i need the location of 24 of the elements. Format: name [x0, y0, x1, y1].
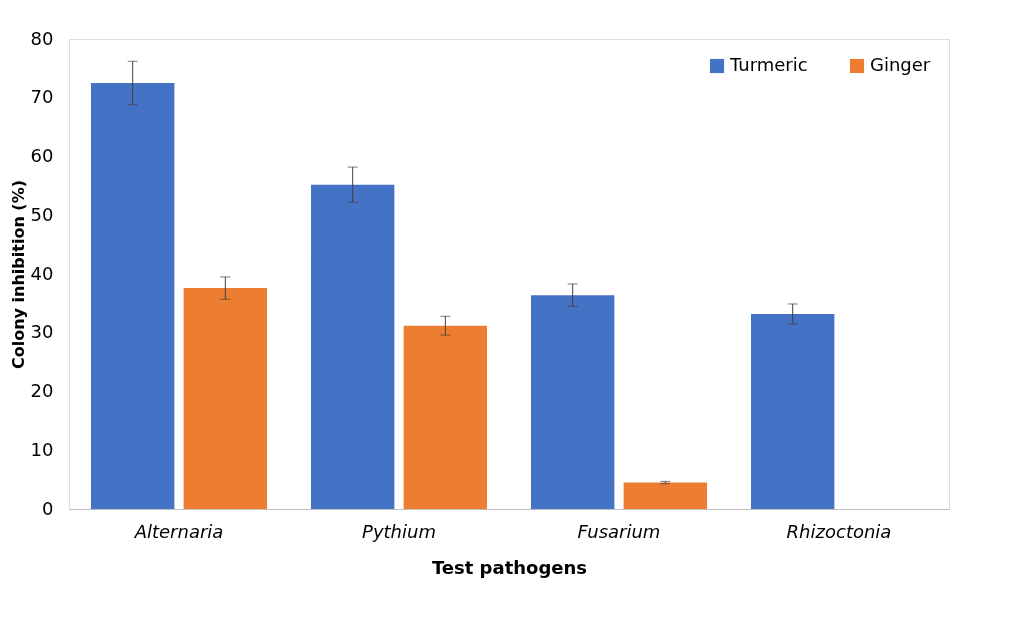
bar [183, 288, 267, 509]
bar [623, 482, 707, 509]
x-tick-label: Rhizoctonia [786, 520, 892, 542]
y-tick-label: 30 [30, 321, 54, 343]
y-tick-label: 70 [30, 86, 54, 108]
bar [751, 313, 835, 509]
legend-label: Turmeric [729, 54, 808, 75]
legend-label: Ginger [870, 54, 931, 75]
y-tick-label: 40 [30, 262, 54, 284]
y-tick-label: 0 [42, 497, 54, 519]
y-tick-label: 20 [30, 380, 54, 401]
bar [403, 325, 487, 509]
x-tick-label: Pythium [362, 520, 436, 542]
bar [311, 184, 395, 509]
y-tick-label: 50 [30, 203, 54, 225]
y-axis-title: Colony inhibition (%) [8, 179, 28, 370]
x-axis-title: Test pathogens [431, 556, 588, 578]
bar [91, 83, 175, 509]
y-tick-label: 10 [30, 438, 54, 460]
y-tick-label: 60 [30, 145, 54, 166]
bar [531, 295, 615, 509]
x-tick-label: Alternaria [133, 520, 224, 542]
x-tick-label: Fusarium [577, 520, 661, 542]
y-tick-label: 80 [30, 27, 54, 49]
